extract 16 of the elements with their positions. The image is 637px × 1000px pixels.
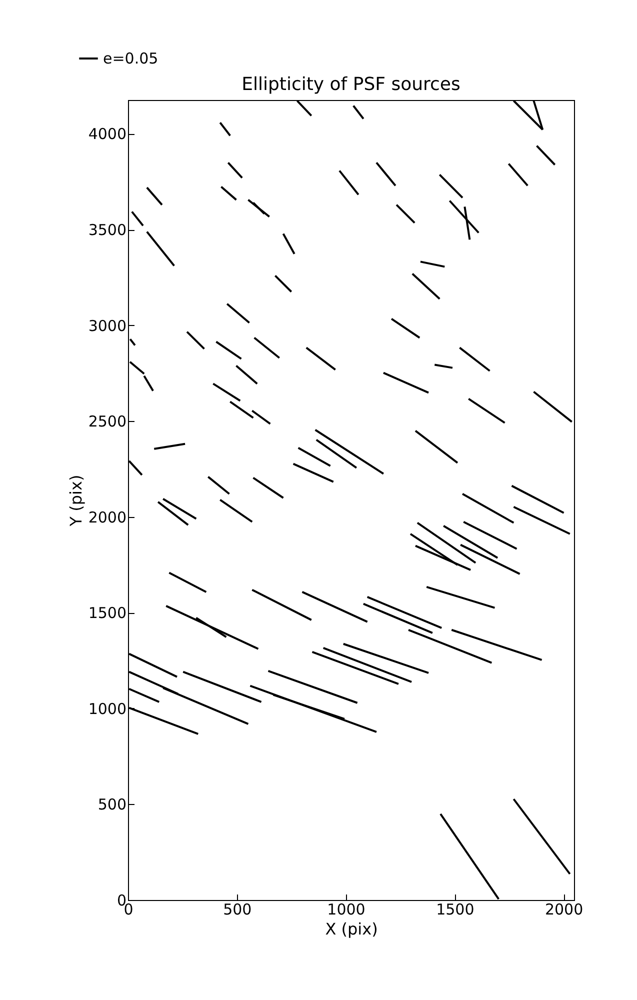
y-tick-label: 2500 [88,412,126,431]
y-tick-label: 1000 [88,700,126,718]
y-axis-title: Y (pix) [66,474,86,528]
y-tick-label: 3000 [88,316,126,335]
y-tick-label: 2000 [88,508,126,526]
x-tick-label: 1000 [327,900,366,918]
legend-label: e=0.05 [103,50,158,68]
y-tick-label: 4000 [88,125,126,144]
x-tick-label: 500 [223,900,252,918]
y-tick-label: 1500 [88,604,126,622]
x-tick-label: 1500 [436,900,474,918]
chart-title: Ellipticity of PSF sources [242,74,460,95]
y-tick-label: 3500 [88,221,126,239]
x-axis-title: X (pix) [325,920,378,938]
x-tick-label: 2000 [544,900,584,918]
y-tick-label: 500 [98,796,126,814]
